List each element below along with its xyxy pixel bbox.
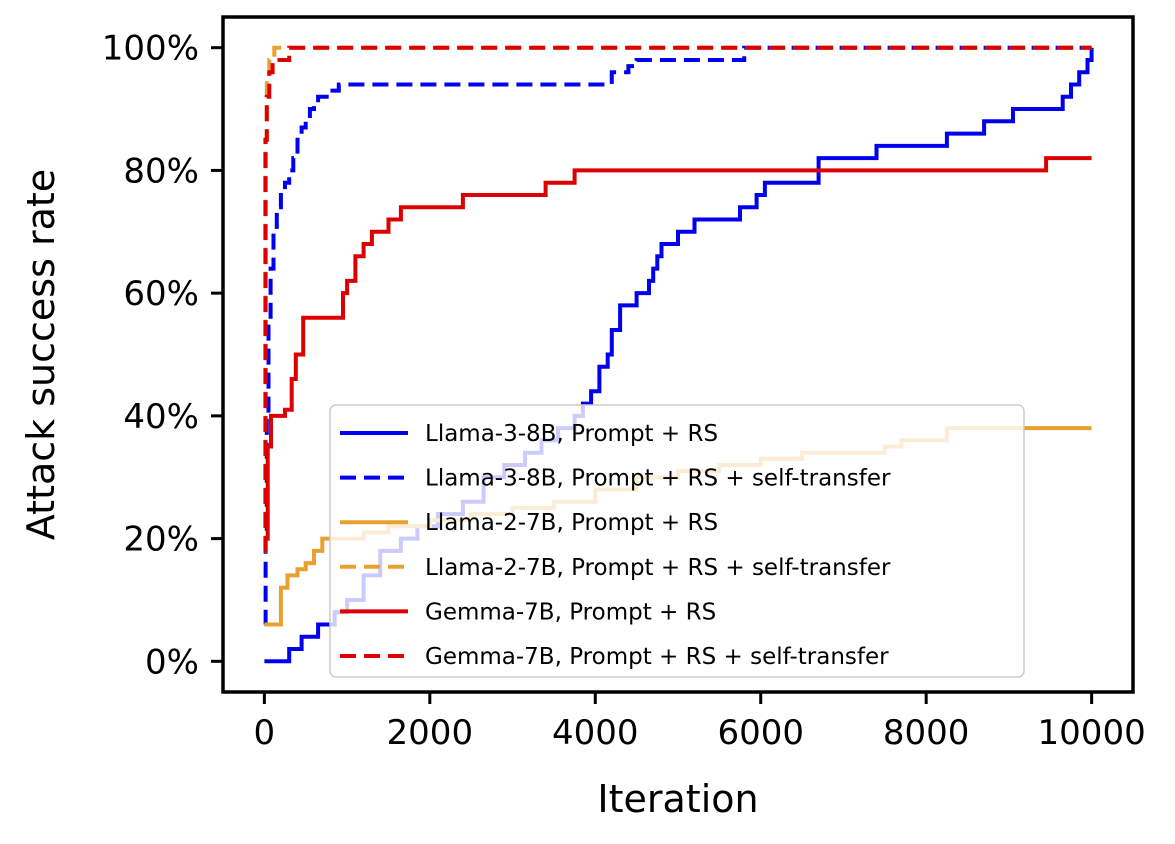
x-tick-label: 8000: [883, 713, 970, 753]
y-tick-label: 0%: [145, 642, 199, 682]
series-line-5: [264, 156, 1092, 541]
x-tick-label: 6000: [717, 713, 804, 753]
y-tick-label: 60%: [123, 274, 199, 314]
x-tick-label: 10000: [1038, 713, 1146, 753]
legend-entry: Llama-3-8B, Prompt + RS + self-transfer: [425, 466, 891, 492]
legend-entry: Gemma-7B, Prompt + RS: [425, 599, 716, 625]
x-tick-label: 4000: [552, 713, 639, 753]
legend: Llama-3-8B, Prompt + RS Llama-3-8B, Promp…: [329, 404, 1025, 678]
legend-entry: Llama-3-8B, Prompt + RS: [425, 421, 718, 447]
series-line-6: [263, 45, 1092, 553]
legend-box: [329, 404, 1025, 678]
legend-entry: Gemma-7B, Prompt + RS + self-transfer: [425, 644, 889, 670]
plot-frame: [221, 15, 1135, 694]
x-axis: 0 2000 4000 6000 8000 10000: [254, 692, 1146, 753]
y-tick-label: 100%: [102, 29, 199, 69]
legend-entry: Llama-2-7B, Prompt + RS + self-transfer: [425, 555, 891, 581]
y-tick-label: 40%: [123, 397, 199, 437]
series-line-2: [263, 45, 1092, 627]
y-tick-label: 20%: [123, 520, 199, 560]
x-tick-label: 2000: [387, 713, 474, 753]
y-axis: 0% 20% 40% 60% 80% 100%: [102, 29, 223, 682]
x-tick-label: 0: [254, 713, 276, 753]
y-tick-label: 80%: [123, 151, 199, 191]
legend-entry: Llama-2-7B, Prompt + RS: [425, 510, 718, 536]
x-axis-label: Iteration: [597, 777, 758, 821]
y-axis-label: Attack success rate: [19, 169, 63, 540]
